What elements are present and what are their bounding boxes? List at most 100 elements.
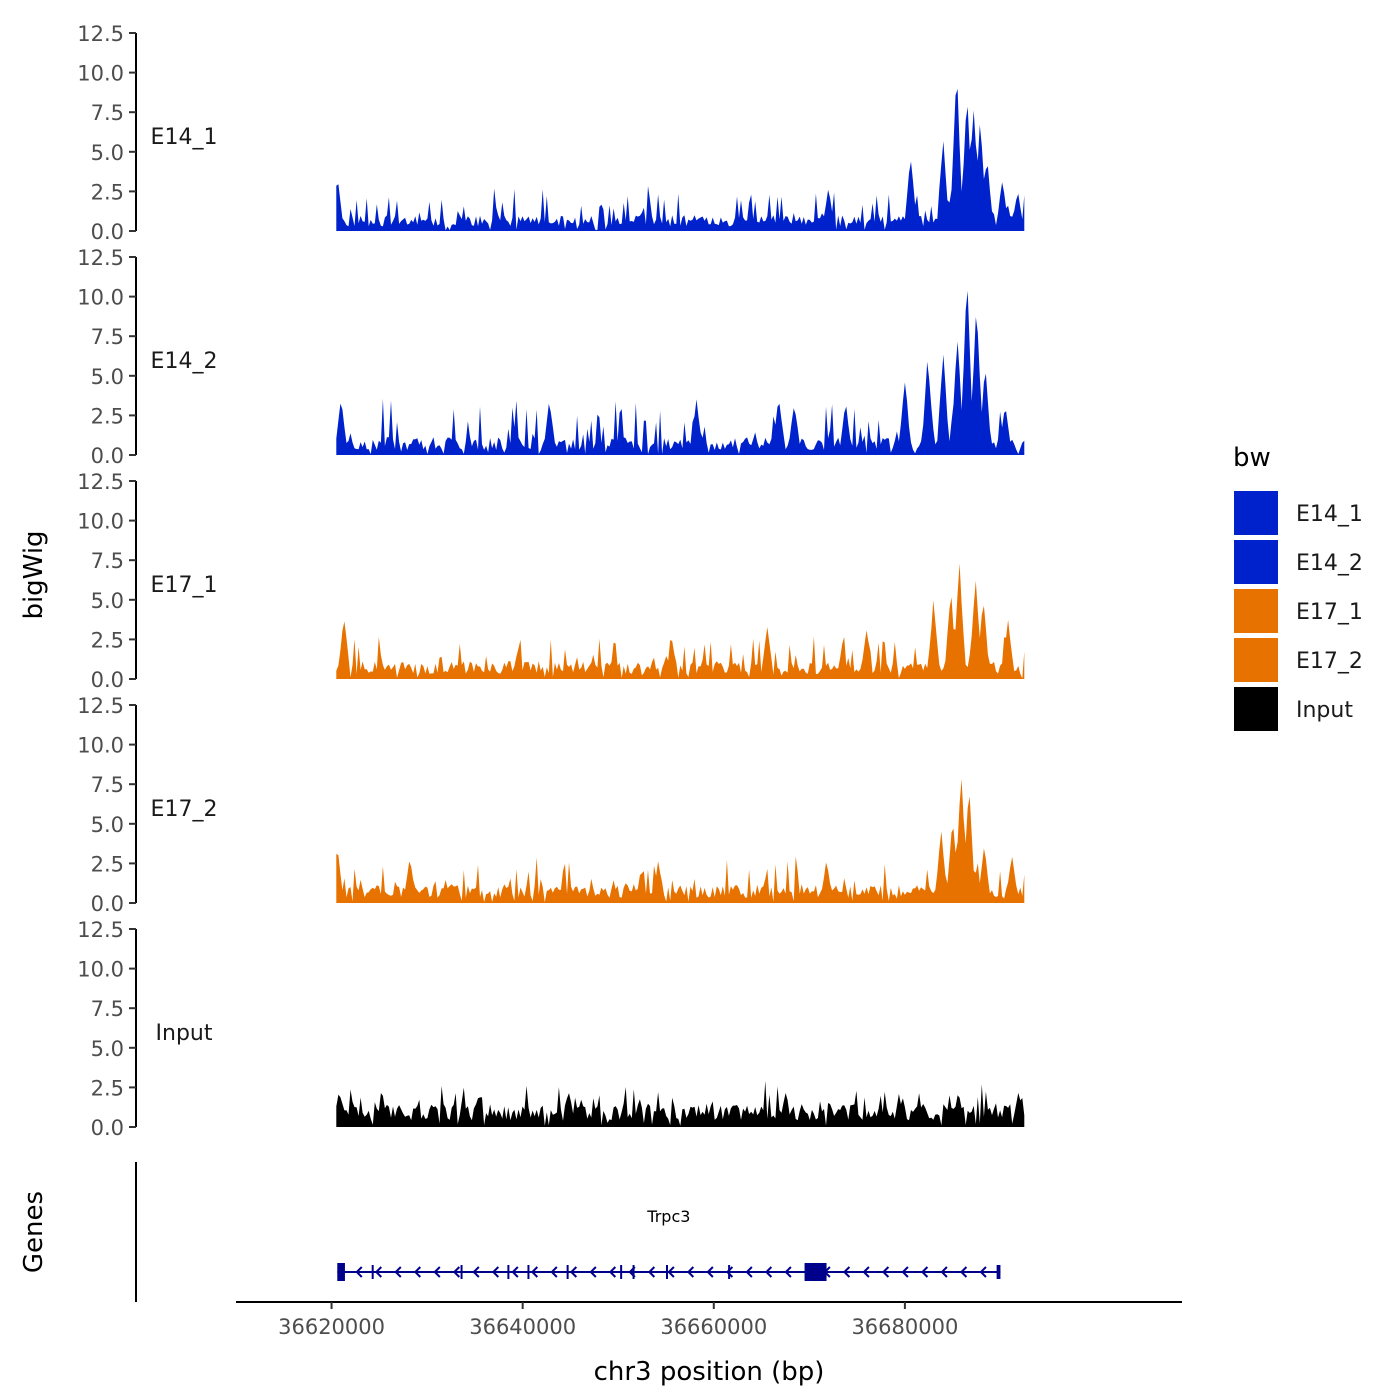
gene-exon: [527, 1265, 530, 1279]
gene-exon: [371, 1265, 374, 1279]
signal-area-e17-1: [336, 563, 1025, 679]
gene-trpc3: Trpc3: [337, 1207, 1001, 1281]
strand-arrow: [472, 1266, 480, 1278]
x-tick-label: 36660000: [660, 1315, 767, 1339]
gene-exon: [566, 1265, 569, 1279]
gene-exon: [632, 1265, 635, 1279]
strand-arrow: [862, 1266, 870, 1278]
strand-arrow: [355, 1266, 363, 1278]
y-tick-label: 10.0: [77, 62, 124, 86]
gene-exon: [460, 1265, 463, 1279]
strand-arrow: [745, 1266, 753, 1278]
y-tick-label: 7.5: [91, 101, 124, 125]
y-tick-label: 2.5: [91, 1076, 124, 1100]
y-tick-label: 5.0: [91, 141, 124, 165]
strand-arrow: [647, 1266, 656, 1278]
strand-arrow: [569, 1266, 578, 1278]
gene-exon: [728, 1265, 731, 1279]
y-tick-label: 12.5: [77, 694, 124, 718]
strand-arrow: [608, 1266, 617, 1278]
strand-arrow: [921, 1266, 929, 1278]
y-tick-label: 2.5: [91, 628, 124, 652]
y-tick-label: 7.5: [91, 325, 124, 349]
genes-axis-title: Genes: [19, 1191, 49, 1273]
y-tick-label: 5.0: [91, 365, 124, 389]
strand-arrow: [706, 1266, 714, 1278]
strand-arrow: [394, 1266, 402, 1278]
strand-arrow: [491, 1266, 500, 1278]
strand-arrow: [979, 1266, 987, 1278]
legend-items: E14_1 E14_2 E17_1 E17_2 Input: [1234, 491, 1363, 731]
x-tick-label: 36620000: [278, 1315, 385, 1339]
y-tick-label: 0.0: [91, 220, 124, 244]
strand-arrow: [940, 1266, 948, 1278]
y-tick-label: 2.5: [91, 852, 124, 876]
x-tick-label: 36680000: [851, 1315, 958, 1339]
gene-exon: [996, 1265, 1001, 1279]
genes-panel: Genes Trpc3: [19, 1162, 1001, 1302]
track-panel-e14-2: 0.0 2.5 5.0 7.5 10.0 12.5 E14_2: [77, 246, 1025, 468]
y-tick-label: 12.5: [77, 246, 124, 270]
strand-arrow: [589, 1266, 597, 1278]
strand-arrow: [960, 1266, 968, 1278]
strand-arrow: [901, 1266, 909, 1278]
legend-label: E17_1: [1296, 600, 1363, 625]
strand-arrow: [452, 1266, 461, 1278]
strand-arrow: [882, 1266, 890, 1278]
signal-area-e14-2: [336, 290, 1025, 455]
y-tick-label: 10.0: [77, 286, 124, 310]
y-axis-title: bigWig: [19, 530, 49, 619]
strand-arrow: [433, 1266, 441, 1278]
y-tick-label: 12.5: [77, 918, 124, 942]
strand-arrow: [784, 1266, 792, 1278]
strand-arrow: [413, 1266, 422, 1278]
strand-arrow: [550, 1266, 558, 1278]
legend-swatch: [1234, 491, 1278, 535]
signal-area-e14-1: [336, 89, 1025, 231]
track-panel-e17-2: 0.0 2.5 5.0 7.5 10.0 12.5 E17_2: [77, 694, 1025, 916]
signal-area-input: [336, 1080, 1025, 1127]
y-tick-label: 2.5: [91, 180, 124, 204]
signal-area-e17-2: [336, 779, 1025, 903]
strand-arrow: [374, 1266, 383, 1278]
gene-exon: [804, 1263, 827, 1281]
tracks-layer: 0.0 2.5 5.0 7.5 10.0 12.5 E14_1 0.0 2.5 5.0 7.5 10.…: [77, 22, 1025, 1140]
legend-swatch: [1234, 589, 1278, 633]
y-tick-label: 5.0: [91, 813, 124, 837]
y-tick-label: 5.0: [91, 1037, 124, 1061]
strand-arrow: [725, 1266, 734, 1278]
track-panel-e14-1: 0.0 2.5 5.0 7.5 10.0 12.5 E14_1: [77, 22, 1025, 244]
track-label: E14_1: [151, 125, 218, 150]
legend-label: E14_1: [1296, 502, 1363, 527]
strand-arrow: [686, 1266, 695, 1278]
y-tick-label: 2.5: [91, 404, 124, 428]
gene-exon: [666, 1265, 668, 1279]
gene-exon: [507, 1265, 510, 1279]
y-tick-label: 10.0: [77, 958, 124, 982]
strand-arrow: [764, 1266, 773, 1278]
gene-layer: Trpc3: [337, 1207, 1001, 1281]
track-label: Input: [156, 1021, 213, 1046]
y-tick-label: 0.0: [91, 444, 124, 468]
x-axis: 36620000 36640000 36660000 36680000 chr3 po…: [236, 1301, 1182, 1387]
strand-arrow: [667, 1266, 675, 1278]
y-tick-label: 0.0: [91, 1116, 124, 1140]
legend: bw E14_1 E14_2 E17_1 E17_2 Input: [1233, 443, 1363, 731]
x-axis-title: chr3 position (bp): [594, 1357, 825, 1387]
x-tick-label: 36640000: [469, 1315, 576, 1339]
track-panel-input: 0.0 2.5 5.0 7.5 10.0 12.5 Input: [77, 918, 1025, 1140]
y-tick-label: 7.5: [91, 773, 124, 797]
y-tick-label: 10.0: [77, 734, 124, 758]
legend-label: Input: [1296, 698, 1353, 723]
track-label: E17_2: [151, 797, 218, 822]
y-tick-label: 10.0: [77, 510, 124, 534]
y-tick-label: 12.5: [77, 470, 124, 494]
legend-swatch: [1234, 540, 1278, 584]
strand-arrow: [530, 1266, 539, 1278]
y-tick-label: 12.5: [77, 22, 124, 46]
legend-swatch: [1234, 687, 1278, 731]
y-tick-label: 5.0: [91, 589, 124, 613]
x-ticks: 36620000 36640000 36660000 36680000: [278, 1302, 958, 1339]
track-label: E14_2: [151, 349, 218, 374]
